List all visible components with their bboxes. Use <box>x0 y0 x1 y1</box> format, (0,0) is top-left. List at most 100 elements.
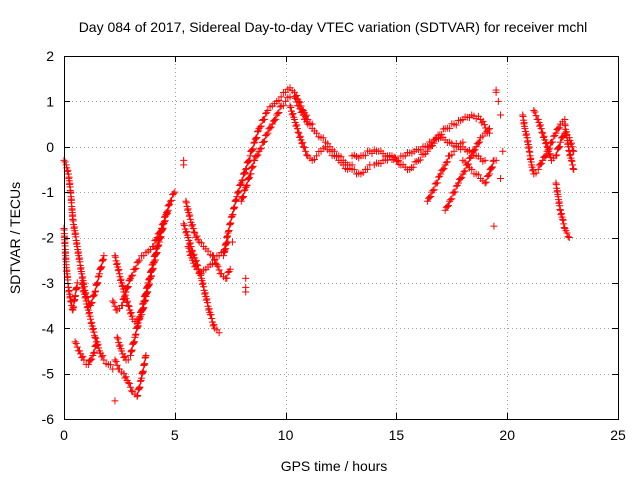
data-point <box>128 346 136 354</box>
data-point <box>234 188 242 196</box>
data-point <box>276 103 284 111</box>
data-point <box>433 179 441 187</box>
data-point <box>310 155 318 163</box>
data-point <box>248 163 256 171</box>
data-point <box>295 102 303 110</box>
data-point <box>98 257 106 265</box>
data-point <box>88 318 96 326</box>
data-point <box>203 295 211 303</box>
data-point <box>489 157 497 165</box>
data-point <box>427 192 435 200</box>
data-point <box>62 161 70 169</box>
data-point <box>165 201 173 209</box>
data-point <box>443 202 451 210</box>
data-point <box>319 134 327 142</box>
y-tick-label: 0 <box>46 139 54 155</box>
data-point <box>458 174 466 182</box>
data-point <box>239 170 247 178</box>
data-point <box>180 220 188 228</box>
data-point <box>133 324 141 332</box>
data-point <box>242 274 250 282</box>
data-point <box>97 265 105 273</box>
data-point <box>78 280 86 288</box>
x-tick-label: 15 <box>389 427 405 443</box>
y-tick-label: 1 <box>46 93 54 109</box>
data-point <box>559 216 567 224</box>
data-point <box>232 197 240 204</box>
data-point <box>547 153 555 161</box>
data-point <box>185 244 193 252</box>
data-point <box>87 356 95 364</box>
data-point <box>95 270 103 278</box>
data-point <box>111 252 119 260</box>
data-point <box>292 94 300 102</box>
data-point <box>474 171 482 179</box>
data-point <box>126 276 134 284</box>
data-point <box>170 190 178 198</box>
data-point <box>126 383 134 391</box>
data-point <box>302 114 310 122</box>
data-point <box>441 206 449 214</box>
data-point <box>186 239 194 247</box>
data-point <box>282 97 290 105</box>
data-point <box>215 266 223 274</box>
data-point <box>90 328 98 336</box>
data-point <box>361 152 369 160</box>
data-point <box>390 156 398 164</box>
data-point <box>136 383 144 391</box>
data-point <box>117 275 125 283</box>
data-point <box>388 152 396 160</box>
data-point <box>128 347 136 355</box>
data-point <box>100 252 108 260</box>
data-point <box>490 222 498 230</box>
data-point <box>124 379 132 387</box>
y-tick-label: -3 <box>42 275 55 291</box>
data-point <box>72 339 80 347</box>
data-point <box>484 126 492 134</box>
data-point <box>384 156 392 164</box>
data-point <box>231 203 239 211</box>
data-point <box>430 186 438 194</box>
data-point <box>554 144 562 152</box>
data-point <box>293 98 301 106</box>
data-point <box>554 125 562 133</box>
data-point <box>246 152 254 160</box>
data-point <box>242 288 250 296</box>
data-point <box>556 206 564 214</box>
data-point <box>555 143 563 151</box>
data-point <box>121 352 129 360</box>
data-point <box>141 291 149 299</box>
data-point <box>199 279 207 287</box>
data-point <box>61 158 69 166</box>
data-point <box>468 165 476 173</box>
data-point <box>553 151 561 159</box>
data-point <box>125 380 133 388</box>
data-point <box>98 263 106 271</box>
data-point <box>143 284 151 292</box>
data-point <box>552 129 560 137</box>
data-point <box>134 258 142 266</box>
data-point <box>213 261 221 269</box>
y-tick-label: -5 <box>42 366 55 382</box>
data-point <box>313 129 321 137</box>
data-point <box>541 153 549 161</box>
data-point <box>442 159 450 167</box>
data-point <box>254 151 262 159</box>
data-point <box>238 177 246 185</box>
data-point <box>124 302 132 310</box>
data-points <box>60 84 578 405</box>
data-point <box>160 219 168 227</box>
data-point <box>542 152 550 160</box>
data-point <box>147 268 155 276</box>
data-point <box>350 166 358 174</box>
data-point <box>523 130 531 138</box>
data-point <box>84 361 92 369</box>
data-point <box>499 147 507 155</box>
data-point <box>139 300 147 308</box>
data-point <box>113 259 121 267</box>
data-point <box>111 397 119 405</box>
data-point <box>118 301 126 309</box>
data-point <box>128 387 136 395</box>
data-point <box>474 139 482 147</box>
data-point <box>145 276 153 284</box>
